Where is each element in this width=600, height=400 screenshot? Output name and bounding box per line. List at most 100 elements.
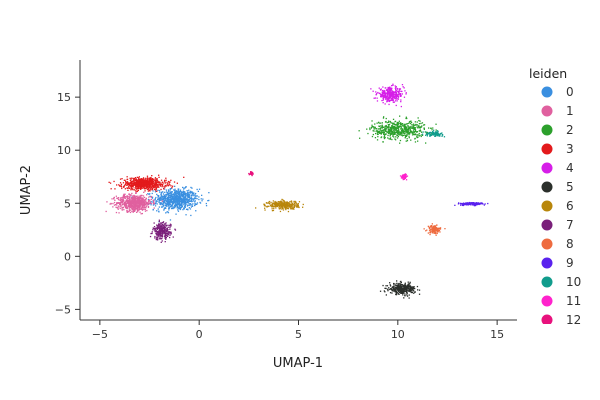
data-point [126, 187, 128, 189]
legend-marker [541, 200, 553, 212]
data-point [411, 286, 413, 288]
data-point [396, 288, 398, 290]
data-point [152, 184, 154, 187]
data-point [435, 232, 437, 234]
data-point [139, 182, 142, 185]
data-point [382, 131, 385, 133]
data-point [399, 133, 401, 135]
data-point [142, 177, 145, 179]
legend-marker [541, 276, 553, 288]
data-point [375, 130, 377, 132]
data-point [387, 120, 390, 122]
data-point [132, 205, 134, 207]
data-point [393, 132, 395, 134]
data-point [144, 183, 146, 185]
data-point [405, 93, 407, 95]
data-point [116, 202, 118, 204]
data-point [174, 205, 176, 208]
data-point [435, 229, 437, 231]
data-point [164, 181, 166, 183]
data-point [152, 204, 155, 206]
data-point [145, 197, 147, 199]
data-point [397, 129, 399, 131]
data-point [388, 89, 391, 91]
data-point [412, 126, 414, 128]
data-point [413, 292, 415, 294]
data-point [176, 182, 178, 184]
data-point [385, 117, 387, 120]
data-point [202, 198, 204, 200]
data-point [386, 96, 388, 98]
data-point [136, 204, 138, 206]
data-point [386, 131, 388, 133]
data-point [400, 127, 402, 129]
data-point [390, 288, 392, 290]
data-point [153, 226, 156, 228]
data-point [391, 90, 393, 92]
data-point [144, 179, 147, 181]
data-point [395, 104, 397, 107]
data-point [386, 101, 388, 103]
data-point [409, 283, 411, 285]
data-point [150, 195, 153, 198]
data-point [170, 200, 172, 203]
data-point [393, 285, 395, 287]
data-point [392, 83, 394, 85]
data-point [279, 204, 281, 206]
data-point [138, 185, 140, 187]
data-point [149, 235, 152, 238]
legend-item-9: 9 [541, 256, 574, 270]
data-point [417, 125, 420, 127]
data-point [186, 205, 189, 207]
data-point [248, 172, 250, 175]
data-point [397, 121, 399, 124]
data-point [122, 207, 124, 209]
data-point [399, 88, 402, 90]
data-point [379, 129, 381, 131]
data-point [116, 202, 119, 204]
data-point [392, 286, 394, 288]
data-point [284, 203, 286, 205]
data-point [150, 180, 153, 182]
data-point [123, 185, 126, 187]
data-point [113, 198, 115, 200]
data-point [160, 237, 162, 240]
data-point [126, 181, 129, 183]
data-point [413, 286, 415, 288]
data-point [143, 196, 146, 199]
data-point [143, 180, 145, 182]
data-point [285, 207, 288, 209]
data-point [163, 194, 165, 196]
data-point [483, 204, 485, 206]
data-point [155, 180, 158, 182]
data-point [140, 199, 142, 202]
data-point [189, 195, 191, 197]
data-point [406, 291, 408, 293]
data-point [141, 197, 143, 199]
legend-item-11: 11 [541, 294, 581, 308]
data-point [279, 207, 282, 209]
data-point [390, 89, 392, 92]
data-point [134, 197, 137, 199]
data-point [137, 183, 139, 185]
data-point [185, 197, 187, 199]
data-point [115, 206, 117, 208]
data-point [163, 224, 165, 226]
data-point [399, 122, 401, 124]
data-point [123, 193, 125, 195]
data-point [407, 281, 409, 283]
legend-label: 6 [566, 199, 574, 213]
data-point [122, 197, 124, 199]
legend-item-1: 1 [541, 104, 574, 118]
data-point [165, 232, 167, 234]
data-point [437, 131, 439, 133]
data-point [439, 227, 441, 230]
data-point [148, 186, 150, 189]
data-point [430, 132, 432, 134]
data-point [140, 184, 142, 186]
data-point [144, 181, 146, 183]
data-point [139, 197, 141, 200]
data-point [180, 207, 183, 209]
data-point [143, 179, 145, 182]
data-point [414, 133, 417, 136]
